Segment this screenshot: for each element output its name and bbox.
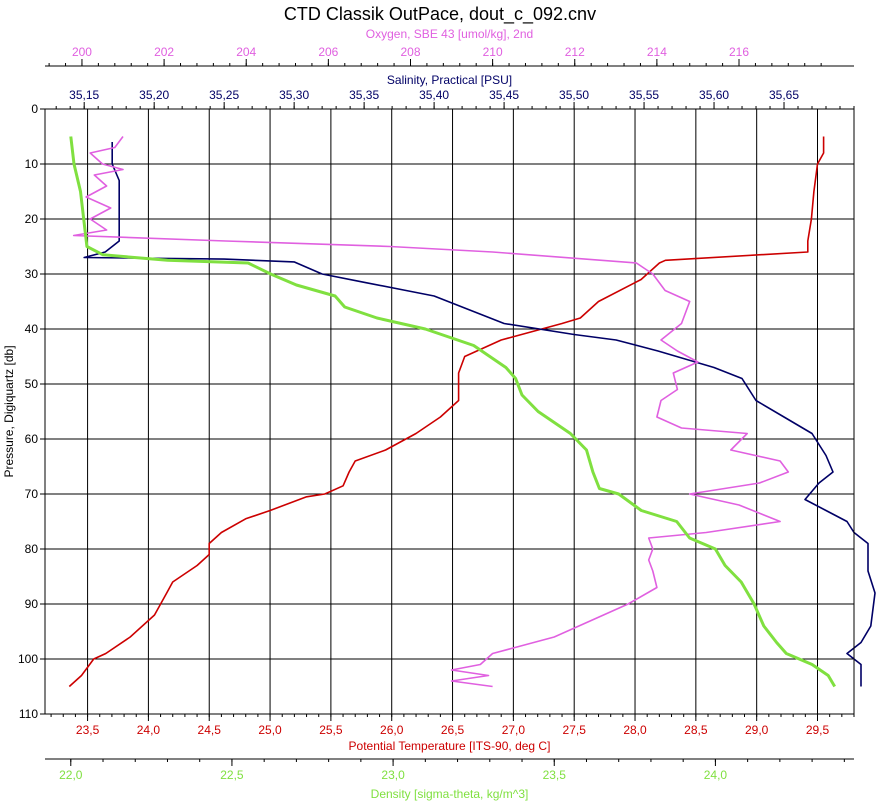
x-tick-label-temperature: 28,0 (623, 723, 647, 737)
x-tick-label-salinity: 35,30 (279, 88, 309, 102)
x-tick-label-temperature: 29,0 (745, 723, 769, 737)
x-tick-label-oxygen: 214 (647, 45, 667, 59)
x-tick-label-temperature: 24,5 (198, 723, 222, 737)
y-tick-label: 60 (25, 432, 39, 446)
x-tick-label-oxygen: 212 (565, 45, 585, 59)
x-tick-label-oxygen: 206 (318, 45, 338, 59)
y-tick-label: 80 (25, 542, 39, 556)
x-tick-label-density: 23,0 (381, 768, 405, 782)
y-tick-label: 20 (25, 212, 39, 226)
x-axis-salinity: 35,15 35,20 35,25 35,30 35,35 35,40 35,45 35,50… (55, 73, 855, 109)
x-tick-label-oxygen: 202 (154, 45, 174, 59)
x-tick-label-salinity: 35,15 (69, 88, 99, 102)
y-tick-label: 70 (25, 487, 39, 501)
x-tick-label-salinity: 35,50 (559, 88, 589, 102)
x-axis-label-temperature: Potential Temperature [ITS-90, deg C] (349, 739, 551, 753)
series-line-density (69, 136, 836, 688)
x-tick-label-temperature: 25,0 (258, 723, 282, 737)
x-tick-label-temperature: 24,0 (137, 723, 161, 737)
x-tick-label-oxygen: 200 (72, 45, 92, 59)
y-tick-label: 110 (19, 707, 38, 721)
x-tick-label-temperature: 29,5 (806, 723, 830, 737)
series-line-oxygen (72, 136, 790, 688)
x-tick-label-salinity: 35,35 (349, 88, 379, 102)
x-axis-label-density: Density [sigma-theta, kg/m^3] (371, 787, 529, 801)
y-tick-label: 40 (25, 322, 39, 336)
x-tick-label-salinity: 35,55 (629, 88, 659, 102)
x-tick-label-oxygen: 208 (400, 45, 420, 59)
x-tick-label-density: 23,5 (543, 768, 567, 782)
data-series (68, 136, 876, 688)
x-tick-label-temperature: 28,5 (684, 723, 708, 737)
x-tick-label-oxygen: 204 (236, 45, 256, 59)
x-axis-oxygen: 200 202 204 206 208 210 212 214 216 Oxygen, SBE 4… (45, 27, 854, 67)
x-tick-label-oxygen: 216 (729, 45, 749, 59)
x-tick-label-density: 22,5 (220, 768, 244, 782)
x-tick-label-temperature: 25,5 (319, 723, 343, 737)
x-tick-label-temperature: 27,5 (563, 723, 587, 737)
x-tick-label-salinity: 35,25 (209, 88, 239, 102)
plot-frame (44, 108, 855, 715)
x-tick-label-density: 22,0 (59, 768, 83, 782)
y-tick-label: 30 (25, 267, 39, 281)
y-tick-label: 50 (25, 377, 39, 391)
x-tick-label-temperature: 26,0 (380, 723, 404, 737)
chart-title: CTD Classik OutPace, dout_c_092.cnv (284, 4, 596, 25)
x-tick-label-temperature: 26,5 (441, 723, 465, 737)
x-tick-label-salinity: 35,40 (419, 88, 449, 102)
y-tick-label: 0 (31, 102, 38, 116)
x-tick-label-salinity: 35,65 (769, 88, 799, 102)
x-tick-label-temperature: 23,5 (76, 723, 100, 737)
x-axis-temperature: 23,5 24,0 24,5 25,0 25,5 26,0 26,5 27,0 27,5 28,0… (50, 714, 855, 753)
y-tick-label: 100 (18, 652, 38, 666)
x-axis-label-salinity: Salinity, Practical [PSU] (387, 73, 512, 87)
x-axis-label-oxygen: Oxygen, SBE 43 [umol/kg], 2nd (366, 27, 533, 41)
axes: 0 10 20 30 40 50 60 70 80 90 100 110 Pressure, Digiq… (2, 27, 855, 801)
grid (45, 108, 854, 715)
x-axis-density: 22,0 22,5 23,0 23,5 24,0 Density [sigma-theta… (45, 758, 854, 801)
series-line-temperature (68, 136, 825, 688)
x-tick-label-salinity: 35,60 (699, 88, 729, 102)
x-tick-label-temperature: 27,0 (502, 723, 526, 737)
x-tick-label-oxygen: 210 (483, 45, 503, 59)
x-tick-label-salinity: 35,45 (489, 88, 519, 102)
y-tick-label: 10 (25, 157, 39, 171)
y-axis-label: Pressure, Digiquartz [db] (2, 345, 16, 477)
x-tick-label-density: 24,0 (704, 768, 728, 782)
x-tick-label-salinity: 35,20 (139, 88, 169, 102)
y-tick-label: 90 (25, 597, 39, 611)
